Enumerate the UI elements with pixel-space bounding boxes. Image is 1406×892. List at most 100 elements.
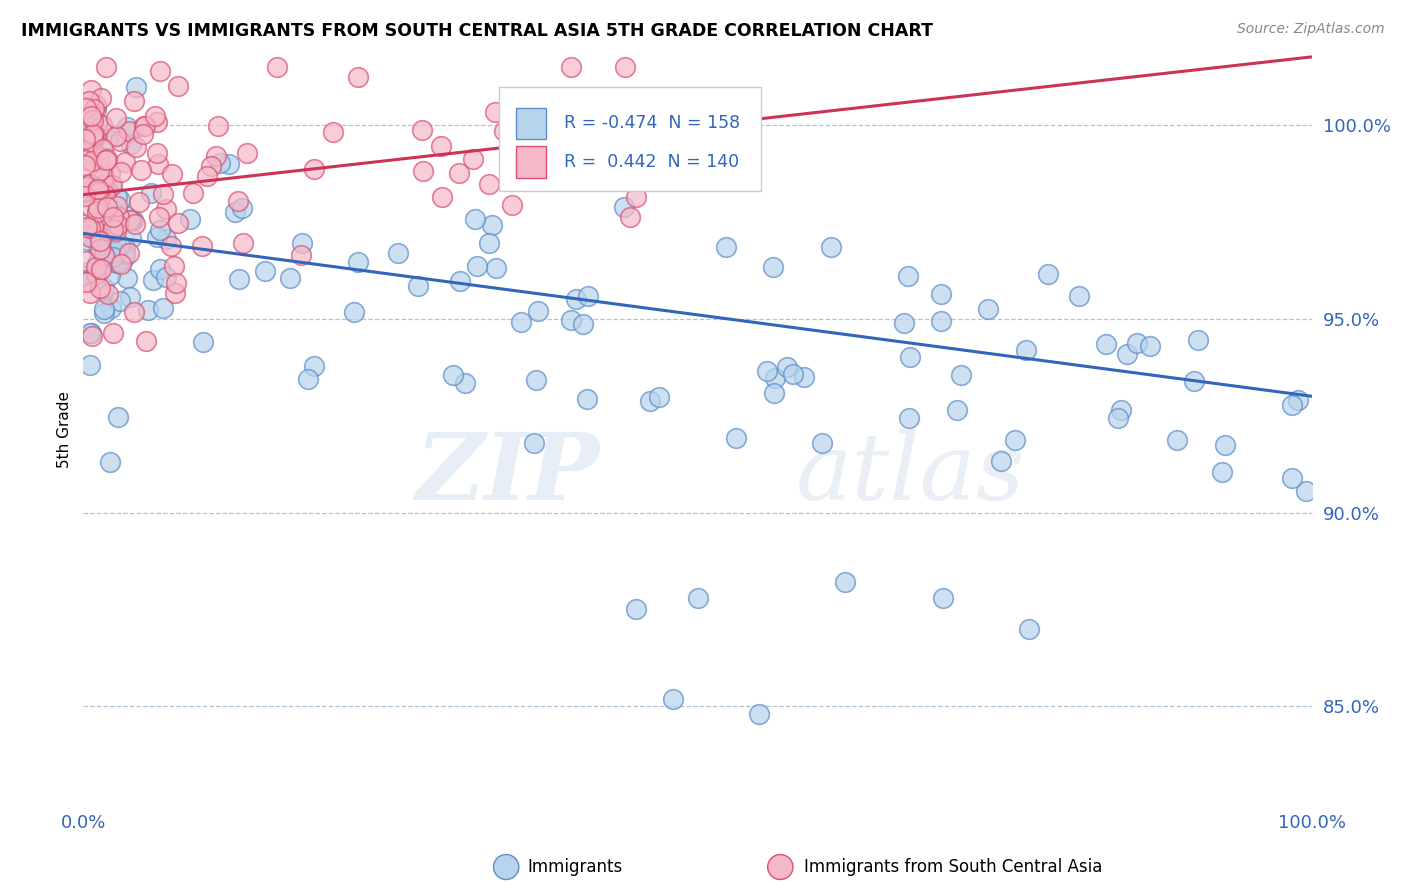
Text: Source: ZipAtlas.com: Source: ZipAtlas.com [1237,22,1385,37]
Point [90,261,112,276]
Point [84,267,107,281]
Point [93,305,115,319]
Point [278,271,301,285]
Point [112,251,135,265]
Point [152,301,174,315]
Point [104,238,127,252]
Point [465,259,488,273]
Point [91,118,114,132]
Point [96,152,118,166]
Point [93,224,115,238]
Point [98,268,121,283]
Point [134,119,156,133]
Point [567,153,589,167]
Point [96,191,118,205]
Point [79,359,101,373]
Point [347,70,370,84]
Point [432,190,454,204]
Point [98,455,121,469]
FancyBboxPatch shape [499,87,762,191]
Point [236,145,259,160]
Point [76,144,98,158]
Point [94,153,117,168]
Point [624,602,647,616]
Point [76,233,98,247]
Point [82,129,104,144]
Point [135,334,157,348]
Point [86,230,108,244]
Y-axis label: 5th Grade: 5th Grade [58,391,72,467]
Point [929,314,952,328]
Point [75,101,97,115]
Point [162,260,184,274]
Point [834,575,856,590]
Point [87,182,110,196]
Point [108,238,131,252]
Point [83,180,105,194]
Point [146,229,169,244]
Point [121,213,143,227]
Point [84,129,107,144]
Point [207,119,229,133]
Point [94,60,117,74]
Point [83,102,105,116]
Point [76,120,98,135]
Point [811,436,834,450]
Point [218,157,240,171]
Point [104,245,127,260]
Text: IMMIGRANTS VS IMMIGRANTS FROM SOUTH CENTRAL ASIA 5TH GRADE CORRELATION CHART: IMMIGRANTS VS IMMIGRANTS FROM SOUTH CENT… [21,22,934,40]
Point [181,186,204,200]
Point [82,219,104,233]
Point [714,239,737,253]
Point [114,241,136,255]
Point [1295,484,1317,499]
Point [149,63,172,78]
Point [148,211,170,225]
Point [84,182,107,196]
Point [118,213,141,227]
Point [98,166,121,180]
Point [80,153,103,168]
Point [1286,392,1309,407]
Point [571,318,593,332]
Point [79,220,101,235]
Point [86,98,108,112]
Point [347,254,370,268]
Point [115,270,138,285]
Point [75,275,97,289]
Point [105,256,128,270]
Point [125,139,148,153]
Point [224,205,246,219]
Point [82,134,104,148]
Point [297,371,319,385]
Point [756,364,779,378]
Point [120,290,142,304]
Point [98,127,121,141]
Point [155,269,177,284]
Point [231,201,253,215]
Point [232,235,254,250]
Point [484,260,506,275]
Point [122,305,145,319]
Point [166,78,188,93]
Point [83,126,105,140]
Point [129,163,152,178]
Point [501,198,523,212]
Point [101,178,124,193]
Point [114,155,136,169]
Text: Immigrants from South Central Asia: Immigrants from South Central Asia [804,858,1102,876]
Point [77,94,100,108]
Point [82,147,104,161]
Point [387,245,409,260]
Point [93,246,115,260]
Point [191,239,214,253]
Point [543,163,565,178]
Point [155,232,177,246]
Point [160,167,183,181]
Point [105,224,128,238]
Point [120,231,142,245]
Point [200,160,222,174]
Point [454,376,477,391]
Point [441,368,464,383]
Point [505,153,527,168]
